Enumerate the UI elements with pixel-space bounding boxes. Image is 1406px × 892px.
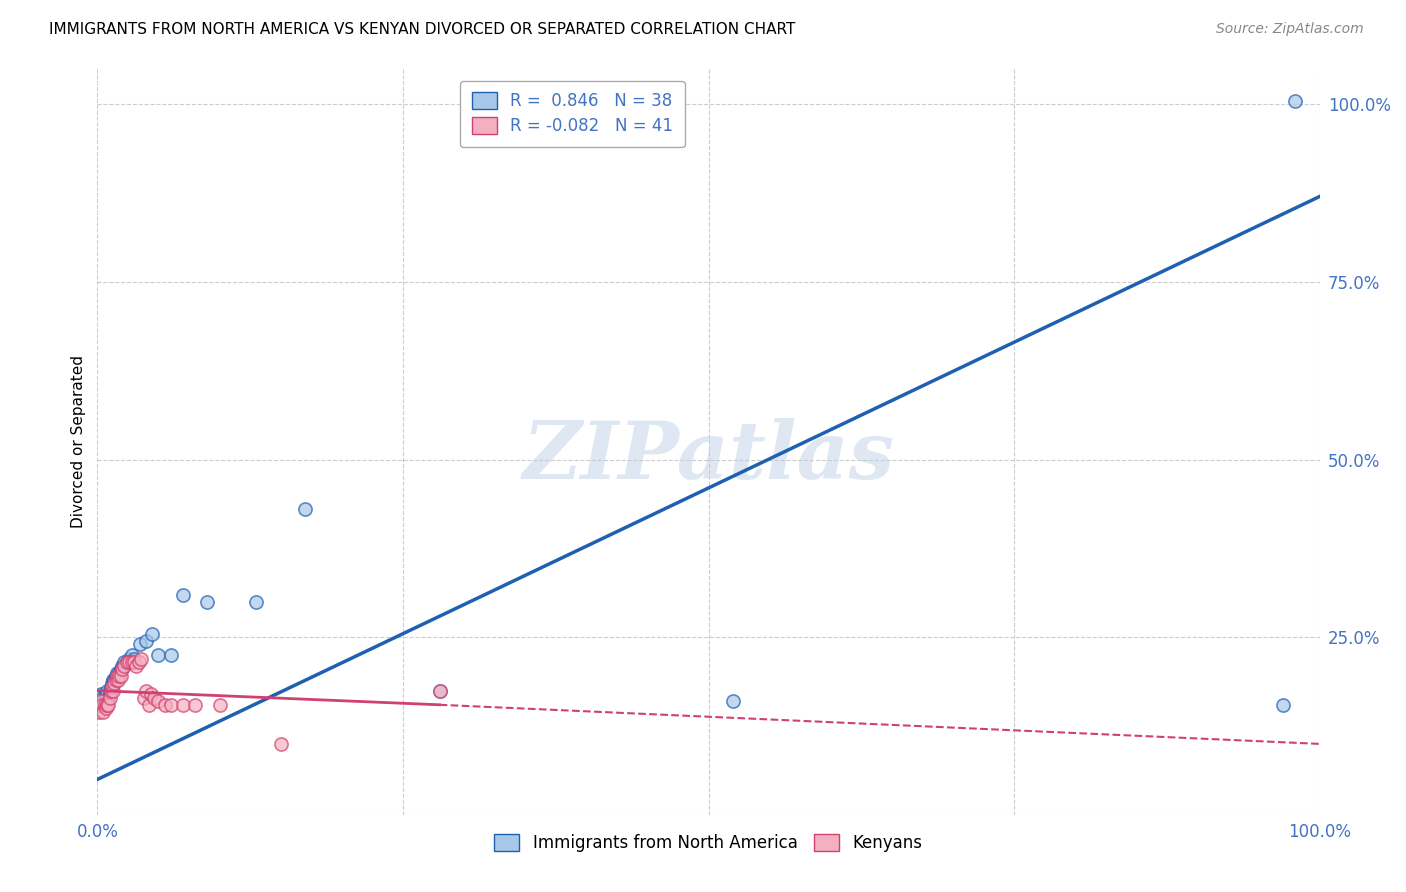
Point bbox=[103, 676, 125, 690]
Point bbox=[118, 655, 141, 669]
Point bbox=[107, 669, 129, 683]
Point bbox=[107, 673, 129, 687]
Point bbox=[110, 662, 132, 676]
Point bbox=[97, 690, 120, 705]
Point bbox=[105, 665, 128, 680]
Point bbox=[93, 698, 115, 712]
Point bbox=[91, 698, 114, 712]
Point bbox=[97, 698, 120, 712]
Point bbox=[135, 633, 157, 648]
Point bbox=[429, 683, 451, 698]
Point bbox=[93, 698, 115, 712]
Y-axis label: Divorced or Separated: Divorced or Separated bbox=[72, 355, 86, 528]
Point bbox=[141, 626, 163, 640]
Point bbox=[100, 680, 122, 694]
Legend: R =  0.846   N = 38, R = -0.082   N = 41: R = 0.846 N = 38, R = -0.082 N = 41 bbox=[460, 80, 685, 147]
Point bbox=[148, 694, 170, 708]
Point bbox=[98, 690, 121, 705]
Point bbox=[111, 658, 134, 673]
Point bbox=[100, 683, 122, 698]
Point bbox=[125, 658, 148, 673]
Point bbox=[110, 669, 132, 683]
Point bbox=[115, 655, 138, 669]
Point bbox=[153, 698, 176, 712]
Point bbox=[101, 680, 124, 694]
Point bbox=[129, 637, 152, 651]
Point bbox=[1284, 94, 1306, 108]
Point bbox=[148, 648, 170, 662]
Point bbox=[94, 701, 117, 715]
Point bbox=[105, 669, 128, 683]
Point bbox=[245, 595, 267, 609]
Point bbox=[128, 655, 150, 669]
Point bbox=[112, 658, 135, 673]
Point bbox=[115, 655, 138, 669]
Point bbox=[138, 698, 160, 712]
Point bbox=[270, 737, 292, 751]
Text: IMMIGRANTS FROM NORTH AMERICA VS KENYAN DIVORCED OR SEPARATED CORRELATION CHART: IMMIGRANTS FROM NORTH AMERICA VS KENYAN … bbox=[49, 22, 796, 37]
Point bbox=[118, 651, 141, 665]
Point bbox=[103, 673, 125, 687]
Point bbox=[87, 698, 110, 712]
Point bbox=[87, 705, 110, 719]
Point bbox=[96, 683, 118, 698]
Point bbox=[93, 694, 115, 708]
Point bbox=[139, 687, 162, 701]
Point bbox=[131, 651, 153, 665]
Point bbox=[294, 502, 316, 516]
Point bbox=[111, 662, 134, 676]
Point bbox=[121, 648, 143, 662]
Point bbox=[90, 687, 112, 701]
Point bbox=[135, 683, 157, 698]
Point bbox=[90, 694, 112, 708]
Point bbox=[93, 705, 115, 719]
Point bbox=[103, 673, 125, 687]
Point bbox=[121, 655, 143, 669]
Point bbox=[112, 655, 135, 669]
Point bbox=[1272, 698, 1295, 712]
Point bbox=[104, 673, 127, 687]
Point bbox=[89, 694, 111, 708]
Point bbox=[172, 698, 194, 712]
Point bbox=[172, 588, 194, 602]
Text: Source: ZipAtlas.com: Source: ZipAtlas.com bbox=[1216, 22, 1364, 37]
Point bbox=[122, 651, 145, 665]
Point bbox=[159, 698, 181, 712]
Point bbox=[89, 698, 111, 712]
Point bbox=[122, 655, 145, 669]
Point bbox=[103, 683, 125, 698]
Point bbox=[91, 690, 114, 705]
Point bbox=[159, 648, 181, 662]
Point bbox=[132, 690, 155, 705]
Point bbox=[108, 665, 131, 680]
Point bbox=[108, 669, 131, 683]
Point bbox=[184, 698, 207, 712]
Point bbox=[195, 595, 218, 609]
Point bbox=[101, 676, 124, 690]
Point bbox=[98, 683, 121, 698]
Text: ZIPatlas: ZIPatlas bbox=[523, 418, 894, 495]
Point bbox=[429, 683, 451, 698]
Point bbox=[94, 687, 117, 701]
Point bbox=[142, 690, 165, 705]
Point bbox=[96, 698, 118, 712]
Point bbox=[721, 694, 744, 708]
Point bbox=[104, 669, 127, 683]
Point bbox=[208, 698, 231, 712]
